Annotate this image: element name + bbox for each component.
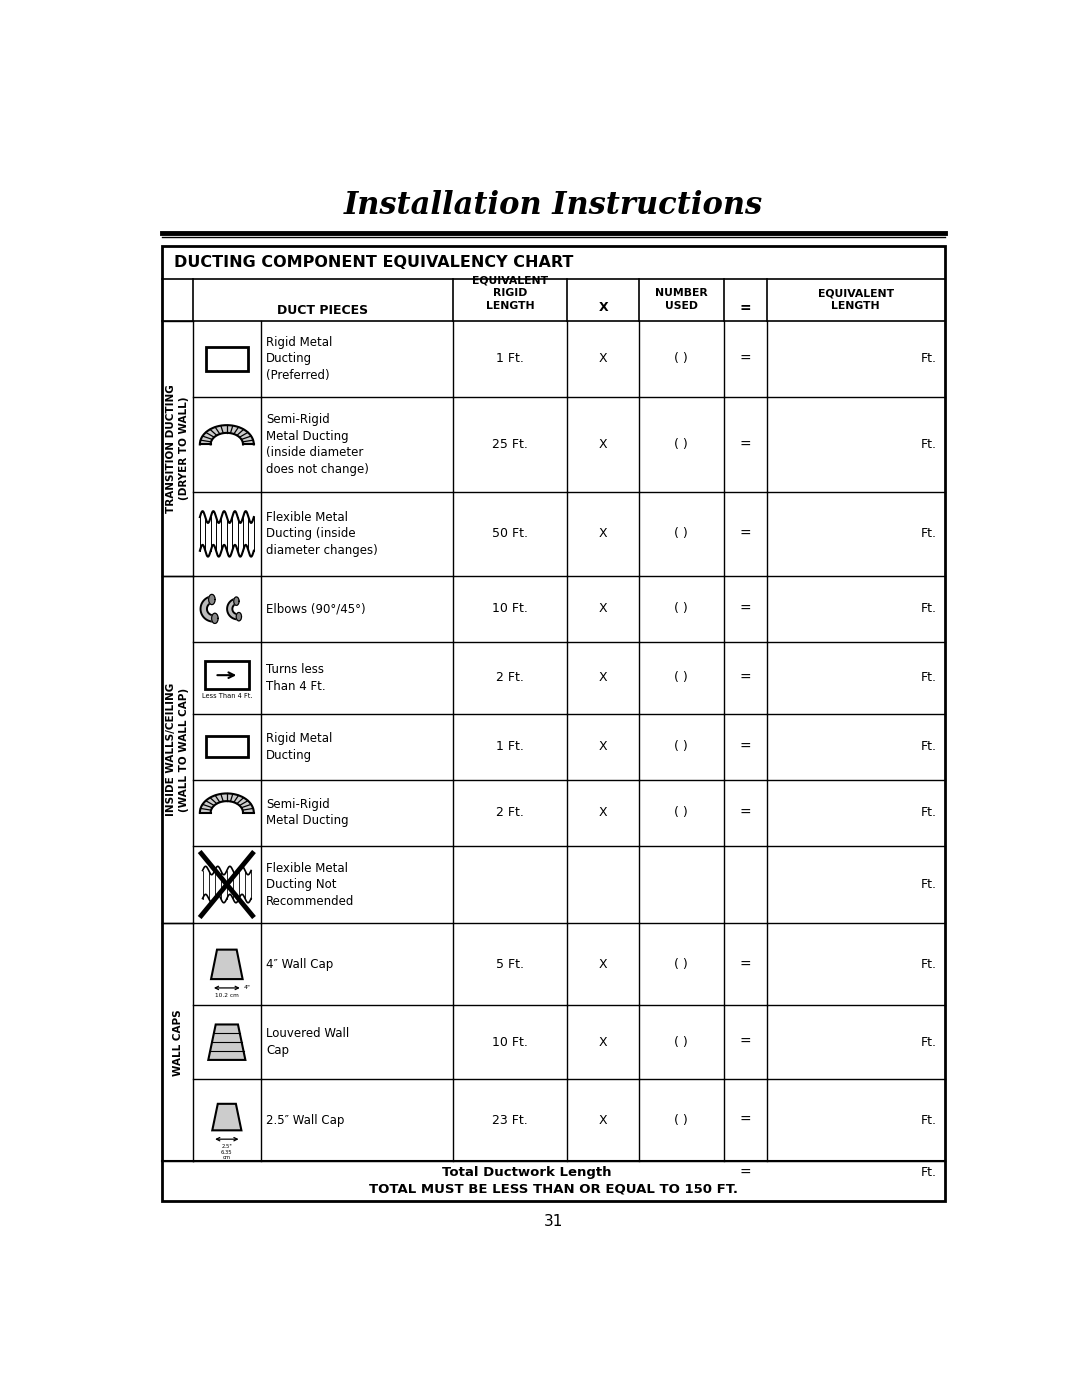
Text: =: = [740,740,751,754]
Text: =: = [740,300,751,314]
Text: Ft.: Ft. [921,1035,937,1049]
Text: ( ): ( ) [675,437,688,451]
Text: Turns less
Than 4 Ft.: Turns less Than 4 Ft. [266,664,325,693]
Text: Semi-Rigid
Metal Ducting: Semi-Rigid Metal Ducting [266,798,349,827]
Text: Ft.: Ft. [921,1113,937,1126]
Text: DUCTING COMPONENT EQUIVALENCY CHART: DUCTING COMPONENT EQUIVALENCY CHART [174,254,573,270]
Text: X: X [598,437,607,451]
Text: Installation Instructions: Installation Instructions [343,190,764,221]
Text: 25 Ft.: 25 Ft. [492,437,528,451]
Text: X: X [598,672,607,685]
Polygon shape [208,1024,245,1060]
Polygon shape [208,594,215,605]
Text: Ft.: Ft. [921,352,937,366]
Text: X: X [598,806,607,819]
Text: 23 Ft.: 23 Ft. [492,1113,528,1126]
Text: Ft.: Ft. [921,1166,937,1179]
FancyBboxPatch shape [162,246,945,1201]
Text: 1 Ft.: 1 Ft. [496,740,524,753]
Text: X: X [598,1113,607,1126]
Text: INSIDE WALLS/CEILING
(WALL TO WALL CAP): INSIDE WALLS/CEILING (WALL TO WALL CAP) [166,683,189,816]
Text: =: = [740,1113,751,1127]
Text: WALL CAPS: WALL CAPS [173,1009,183,1076]
Text: Semi-Rigid
Metal Ducting
(inside diameter
does not change): Semi-Rigid Metal Ducting (inside diamete… [266,414,369,476]
Text: X: X [598,602,607,616]
Text: =: = [740,806,751,820]
Text: Ft.: Ft. [921,740,937,753]
Text: =: = [740,957,751,971]
Text: X: X [598,1035,607,1049]
Text: Ft.: Ft. [921,437,937,451]
Text: =: = [740,602,751,616]
Text: X: X [598,302,608,314]
Text: EQUIVALENT
RIGID
LENGTH: EQUIVALENT RIGID LENGTH [472,275,549,310]
Bar [206,346,247,372]
Polygon shape [237,612,242,620]
Text: ( ): ( ) [675,672,688,685]
Text: 2 Ft.: 2 Ft. [496,672,524,685]
Text: Ft.: Ft. [921,879,937,891]
Bar [206,736,247,757]
Text: TOTAL MUST BE LESS THAN OR EQUAL TO 150 FT.: TOTAL MUST BE LESS THAN OR EQUAL TO 150 … [369,1183,738,1196]
Text: 2.5"
6.35
cm: 2.5" 6.35 cm [221,1144,232,1161]
Text: 1 Ft.: 1 Ft. [496,352,524,366]
Text: Ft.: Ft. [921,672,937,685]
Text: ( ): ( ) [675,1113,688,1126]
Text: ( ): ( ) [675,806,688,819]
Text: =: = [740,527,751,541]
Text: =: = [740,1165,751,1179]
Text: Rigid Metal
Ducting
(Preferred): Rigid Metal Ducting (Preferred) [266,337,333,381]
Text: Ft.: Ft. [921,806,937,819]
Text: =: = [740,352,751,366]
Text: ( ): ( ) [675,1035,688,1049]
Polygon shape [212,613,218,623]
Text: DUCT PIECES: DUCT PIECES [278,303,368,317]
Text: TRANSITION DUCTING
(DRYER TO WALL): TRANSITION DUCTING (DRYER TO WALL) [166,384,189,513]
Text: 4": 4" [244,985,251,990]
Text: =: = [740,671,751,685]
Text: Ft.: Ft. [921,528,937,541]
Text: X: X [598,528,607,541]
Text: =: = [740,1035,751,1049]
Polygon shape [200,425,254,444]
Polygon shape [200,793,254,813]
Bar [205,661,248,689]
Text: ( ): ( ) [675,602,688,616]
Text: Flexible Metal
Ducting Not
Recommended: Flexible Metal Ducting Not Recommended [266,862,354,908]
Text: Rigid Metal
Ducting: Rigid Metal Ducting [266,732,333,761]
Polygon shape [233,597,239,605]
Text: EQUIVALENT
LENGTH: EQUIVALENT LENGTH [818,288,894,310]
Text: ( ): ( ) [675,740,688,753]
Text: Ft.: Ft. [921,958,937,971]
Text: 2 Ft.: 2 Ft. [496,806,524,819]
Text: ( ): ( ) [675,352,688,366]
Text: 5 Ft.: 5 Ft. [496,958,524,971]
Text: 31: 31 [544,1214,563,1229]
Text: NUMBER
USED: NUMBER USED [654,288,707,310]
Text: Louvered Wall
Cap: Louvered Wall Cap [266,1027,349,1058]
Text: 50 Ft.: 50 Ft. [492,528,528,541]
Polygon shape [213,1104,242,1130]
Text: 4″ Wall Cap: 4″ Wall Cap [266,958,334,971]
Text: 10.2 cm: 10.2 cm [215,993,239,999]
Text: Less Than 4 Ft.: Less Than 4 Ft. [202,693,252,698]
Text: 10 Ft.: 10 Ft. [492,602,528,616]
Text: X: X [598,958,607,971]
Text: Elbows (90°/45°): Elbows (90°/45°) [266,602,366,616]
Text: Flexible Metal
Ducting (inside
diameter changes): Flexible Metal Ducting (inside diameter … [266,511,378,557]
Polygon shape [211,950,243,979]
Polygon shape [201,597,215,622]
Text: 10 Ft.: 10 Ft. [492,1035,528,1049]
Text: X: X [598,352,607,366]
Text: 2.5″ Wall Cap: 2.5″ Wall Cap [266,1113,345,1126]
Text: ( ): ( ) [675,528,688,541]
Text: Total Ductwork Length: Total Ductwork Length [442,1166,611,1179]
Text: Ft.: Ft. [921,602,937,616]
Text: ( ): ( ) [675,958,688,971]
Text: =: = [740,437,751,451]
Polygon shape [227,598,240,619]
Text: X: X [598,740,607,753]
